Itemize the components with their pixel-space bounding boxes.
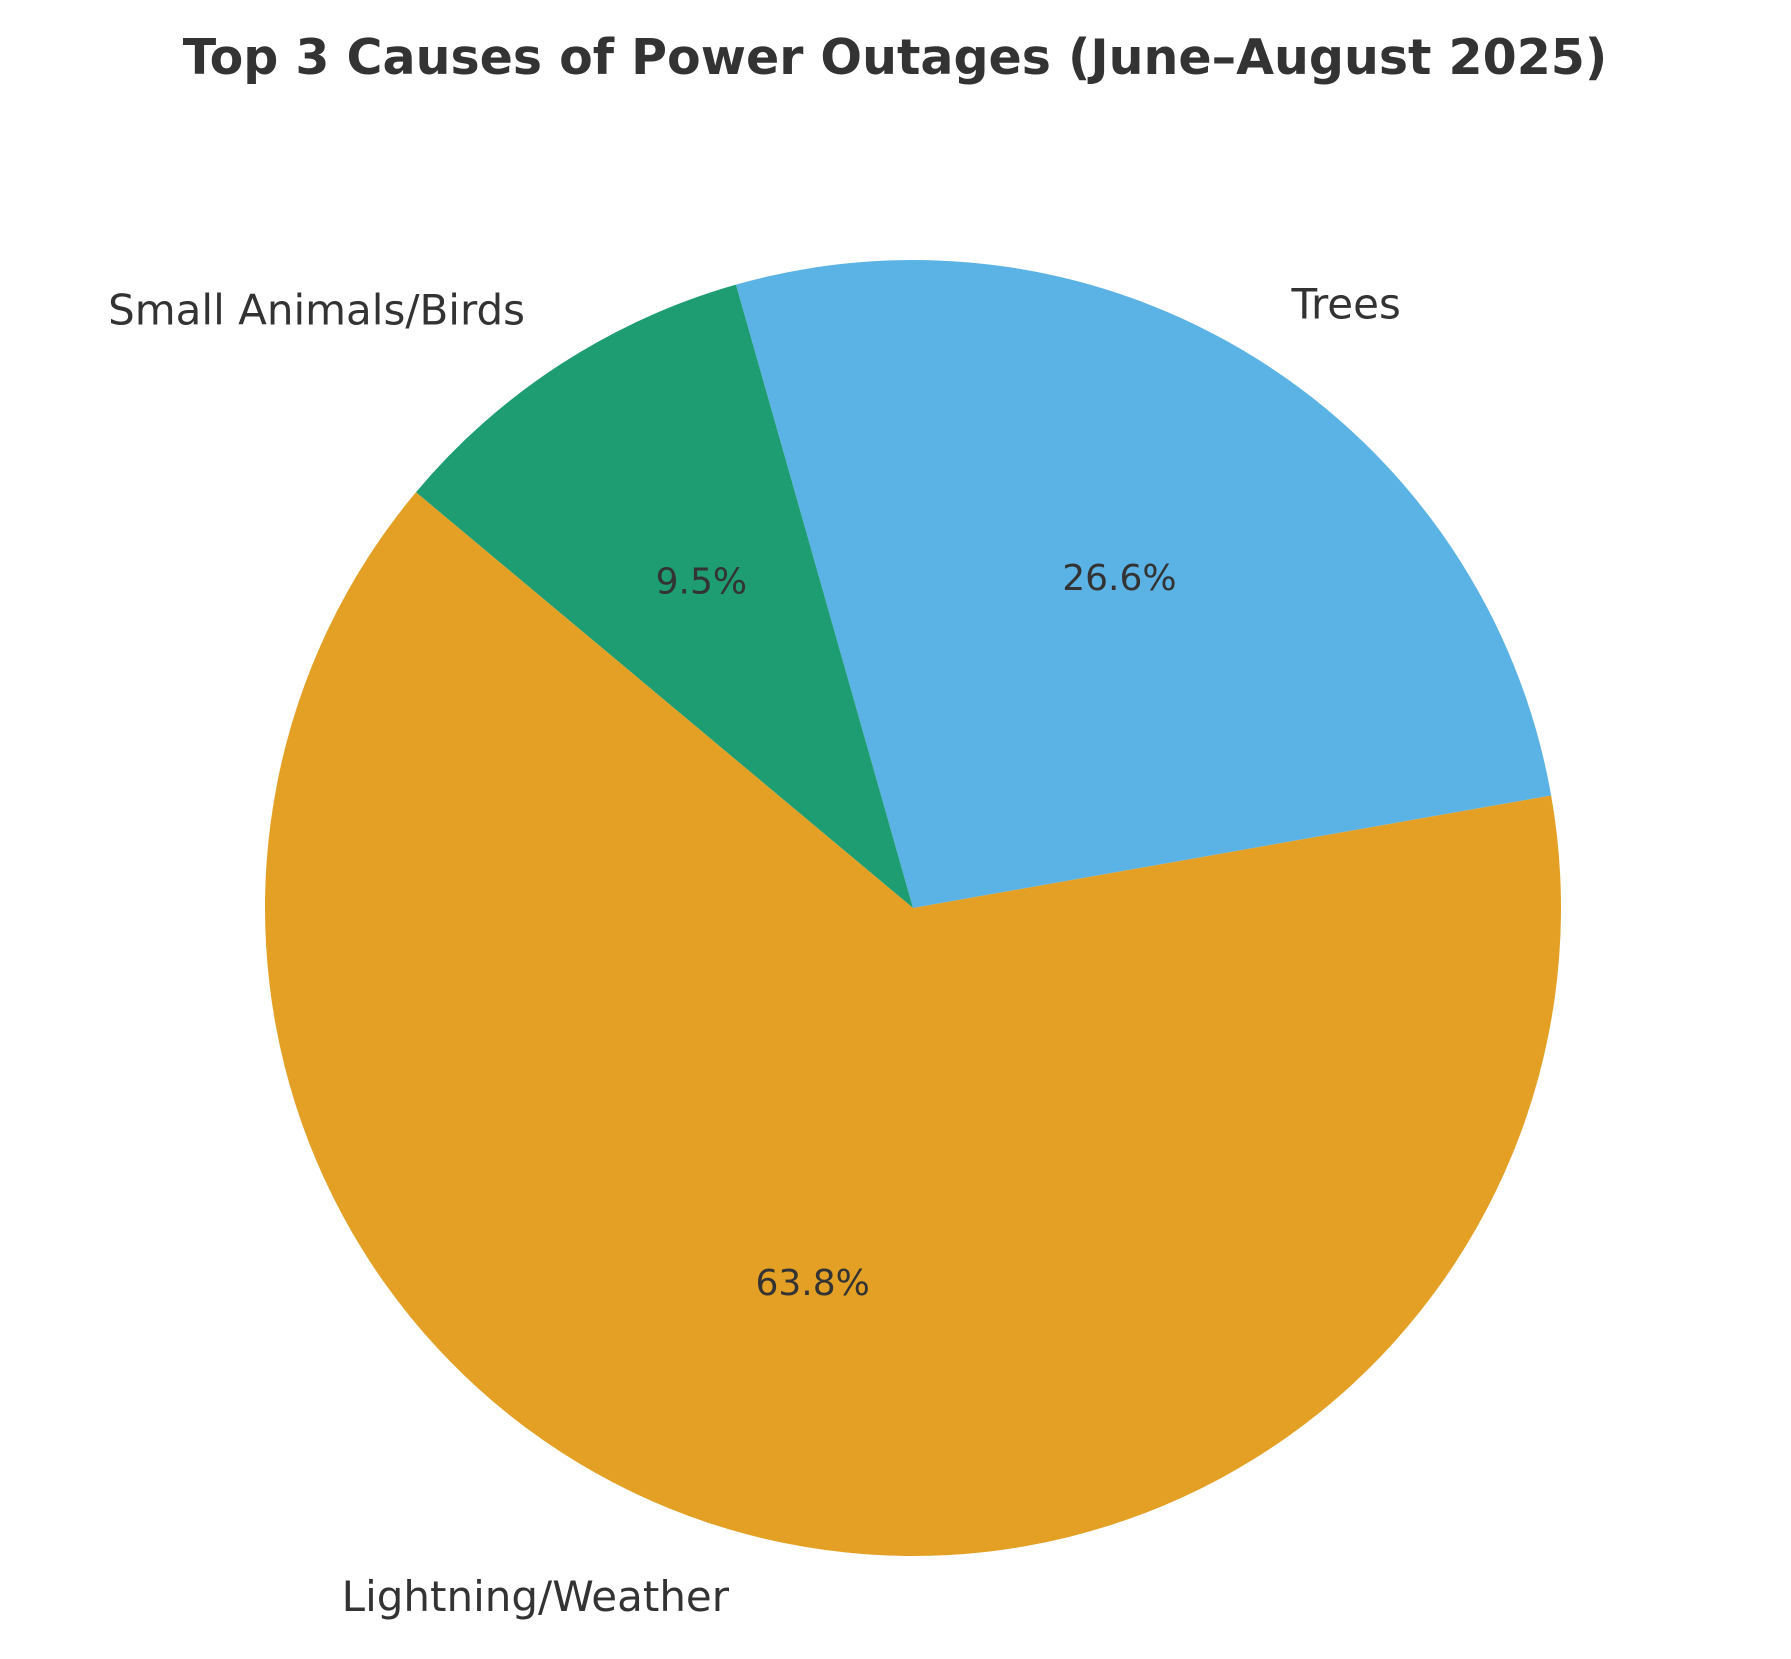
category-labels: Trees Small Animals/Birds Lightning/Weathe…: [108, 279, 1401, 1621]
percentage-labels: 26.6% 9.5% 63.8%: [656, 558, 1177, 1304]
percentage-label-trees: 26.6%: [1062, 558, 1176, 599]
category-label-trees: Trees: [1290, 279, 1400, 328]
pie-slices: [265, 260, 1562, 1556]
pie-slice-trees: [735, 260, 1552, 908]
category-label-small-animals-birds: Small Animals/Birds: [108, 286, 525, 335]
percentage-label-small-animals-birds: 9.5%: [656, 561, 747, 602]
category-label-lightning-weather: Lightning/Weather: [342, 1572, 730, 1621]
pie-slice-small-animals-birds: [415, 284, 913, 908]
pie-slice-lightning-weather: [265, 492, 1562, 1556]
chart-title: Top 3 Causes of Power Outages (June–Augu…: [183, 29, 1608, 86]
percentage-label-lightning-weather: 63.8%: [755, 1263, 869, 1304]
